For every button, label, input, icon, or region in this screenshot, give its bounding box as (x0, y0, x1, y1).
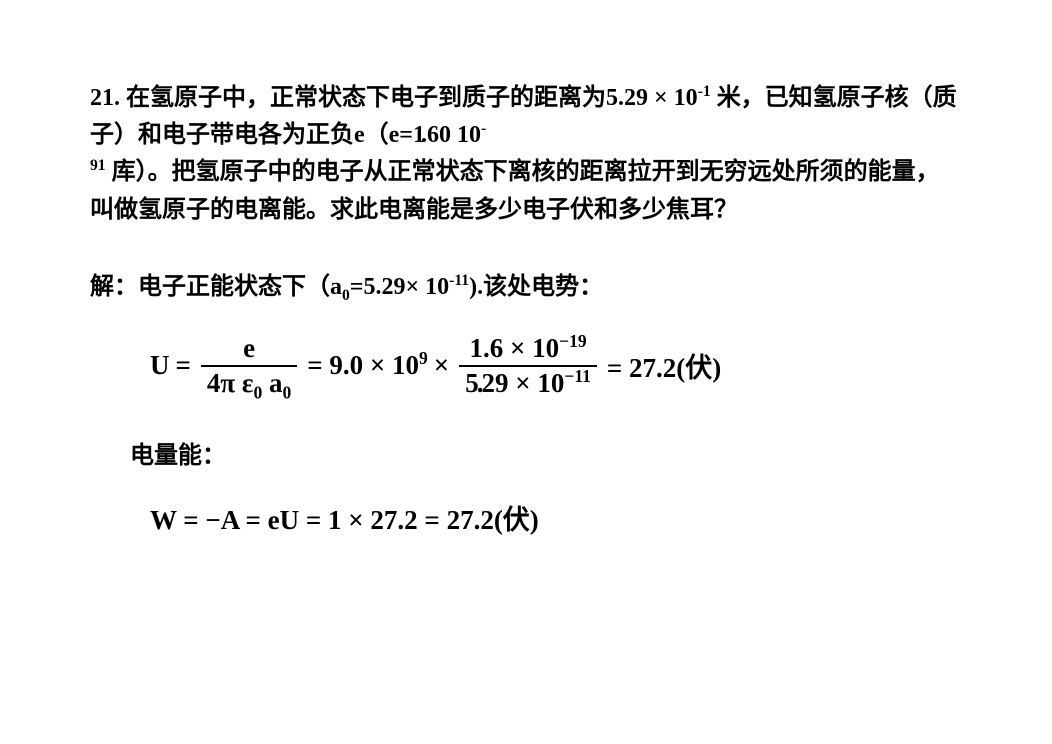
equation-2-block: W = −A = eU = 1 × 27.2 = 27.2(伏) (90, 498, 962, 537)
sol-text-d: ).该处电势： (469, 274, 603, 300)
eq1-times: × (434, 350, 449, 381)
a-sub: 0 (342, 287, 350, 304)
eq-sign-1: = (176, 350, 191, 381)
sup-neg19: −19 (559, 331, 587, 351)
ionization-label: 电量能： (90, 435, 962, 470)
a0-value: =5.29× 10 (350, 274, 449, 300)
charge-symbol: e (354, 122, 365, 148)
exp-91: 91 (90, 157, 106, 174)
question-number: 21. (90, 85, 120, 111)
radius-exp: -1 (698, 83, 711, 100)
eq1-rhs: = 27.2(伏) (607, 346, 721, 385)
den-overlap: 5. (465, 368, 481, 398)
eps-sub: 0 (253, 382, 262, 402)
eq1-frac2-den: 5.29 × 10−11 (459, 365, 597, 399)
paren-open: （ (365, 122, 389, 148)
value-radius: 5.29 × 10-1 (606, 85, 711, 111)
problem-text-4: 库）。把氢原子中的电子从正常状态下离核的距离拉开到无穷远处所须的能量，叫做氢原子… (90, 159, 940, 222)
equation-2: W = −A = eU = 1 × 27.2 = 27.2(伏) (150, 498, 539, 537)
charge-overlap: 1 (413, 122, 421, 148)
problem-statement: 21. 在氢原子中，正常状态下电子到质子的距离为5.29 × 10-1 米，已知… (90, 80, 962, 229)
den-4pi-eps: 4π ε (207, 368, 254, 398)
solution-intro: 解：电子正能状态下（a0=5.29× 10-11).该处电势： (90, 269, 962, 305)
eq1-mid1: = 9.0 × 109 (307, 350, 428, 381)
charge-eq: e= (389, 122, 413, 148)
eq1-frac1-den: 4π ε0 a0 (201, 365, 297, 399)
radius-base: 5.29 × 10 (606, 85, 698, 111)
den-a: a (262, 368, 282, 398)
eq1-lhs: U (150, 350, 170, 381)
a0-exp: -11 (449, 272, 469, 289)
den-29: 29 × 10 (481, 368, 564, 398)
equation-1: U = e 4π ε0 a0 = 9.0 × 109 × 1.6 × 10−19… (150, 333, 721, 399)
eq1-frac1-num: e (237, 333, 261, 365)
eq1-frac1: e 4π ε0 a0 (201, 333, 297, 399)
equation-1-block: U = e 4π ε0 a0 = 9.0 × 109 × 1.6 × 10−19… (90, 333, 962, 399)
page-container: 21. 在氢原子中，正常状态下电子到质子的距离为5.29 × 10-1 米，已知… (0, 0, 1052, 605)
sol-text-a: 解：电子正能状态下（ (90, 274, 330, 300)
nine-e9: = 9.0 × 10 (307, 350, 419, 380)
a-letter: a (330, 274, 342, 300)
problem-text-1: 在氢原子中，正常状态下电子到质子的距离为 (120, 85, 606, 111)
num-1.6: 1.6 × 10 (469, 333, 559, 363)
eq1-frac2: 1.6 × 10−19 5.29 × 10−11 (459, 333, 597, 399)
charge-rest: .60 10 (421, 122, 481, 148)
charge-dash: - (481, 120, 486, 137)
sup-9: 9 (419, 348, 428, 368)
sup-neg11: −11 (564, 366, 591, 386)
charge-value: e=1.60 10- (389, 122, 487, 148)
a0-symbol: a0=5.29× 10-11 (330, 274, 469, 300)
a-sub-den: 0 (282, 382, 291, 402)
eq1-frac2-num: 1.6 × 10−19 (463, 333, 592, 365)
